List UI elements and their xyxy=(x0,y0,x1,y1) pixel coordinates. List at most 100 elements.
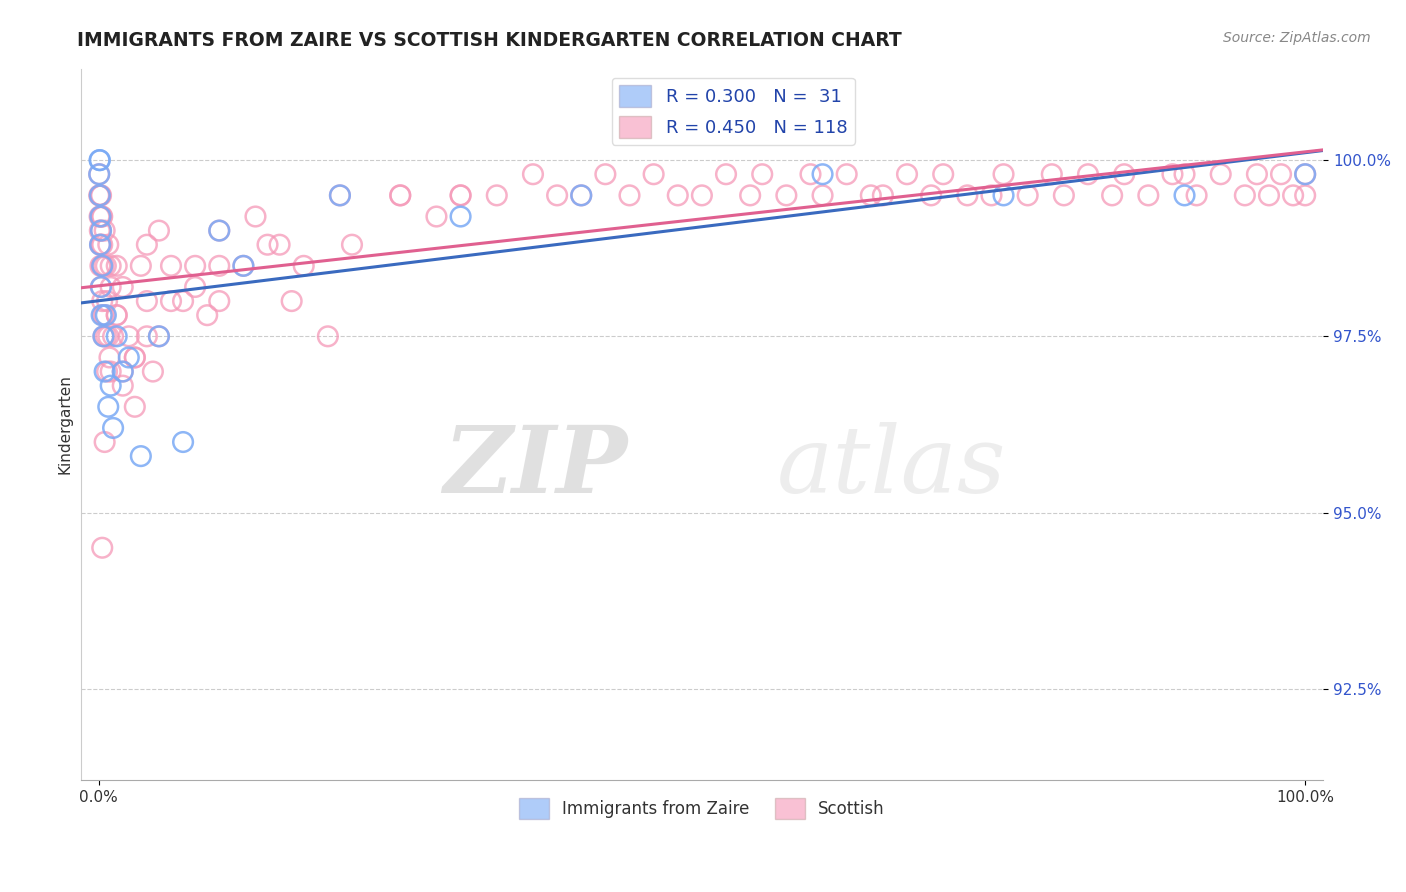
Point xyxy=(329,188,352,202)
Point xyxy=(450,188,472,202)
Point xyxy=(184,280,207,294)
Point xyxy=(389,188,412,202)
Point xyxy=(89,167,111,181)
Point xyxy=(920,188,942,202)
Point xyxy=(91,308,114,322)
Point xyxy=(89,259,111,273)
Point xyxy=(1233,188,1256,202)
Text: Source: ZipAtlas.com: Source: ZipAtlas.com xyxy=(1223,31,1371,45)
Point xyxy=(91,259,114,273)
Point xyxy=(1173,188,1195,202)
Point xyxy=(329,188,352,202)
Point xyxy=(111,365,134,379)
Point xyxy=(208,294,231,309)
Point xyxy=(105,259,128,273)
Point xyxy=(1173,167,1195,181)
Point xyxy=(569,188,592,202)
Point xyxy=(97,237,120,252)
Point xyxy=(93,365,115,379)
Point xyxy=(97,400,120,414)
Point xyxy=(93,308,115,322)
Point xyxy=(90,280,112,294)
Point xyxy=(195,308,218,322)
Point xyxy=(124,400,146,414)
Point xyxy=(546,188,568,202)
Point xyxy=(292,259,315,273)
Point xyxy=(93,329,115,343)
Point xyxy=(90,224,112,238)
Point xyxy=(90,188,112,202)
Point xyxy=(184,259,207,273)
Point xyxy=(1209,167,1232,181)
Point xyxy=(811,167,834,181)
Point xyxy=(93,329,115,343)
Point xyxy=(799,167,821,181)
Point xyxy=(932,167,955,181)
Point xyxy=(89,224,111,238)
Point xyxy=(89,210,111,224)
Point xyxy=(1294,188,1316,202)
Point xyxy=(811,188,834,202)
Point xyxy=(142,365,165,379)
Point xyxy=(1185,188,1208,202)
Point xyxy=(100,378,122,392)
Point xyxy=(751,167,773,181)
Legend: Immigrants from Zaire, Scottish: Immigrants from Zaire, Scottish xyxy=(512,792,891,825)
Point xyxy=(269,237,291,252)
Point xyxy=(1040,167,1063,181)
Point xyxy=(1246,167,1268,181)
Point xyxy=(232,259,254,273)
Point xyxy=(135,294,157,309)
Point xyxy=(450,210,472,224)
Point xyxy=(135,329,157,343)
Point xyxy=(775,188,797,202)
Point xyxy=(450,188,472,202)
Point xyxy=(105,308,128,322)
Point xyxy=(835,167,858,181)
Point xyxy=(160,259,183,273)
Point xyxy=(172,435,194,450)
Point xyxy=(111,378,134,392)
Point xyxy=(94,308,117,322)
Point xyxy=(208,259,231,273)
Point xyxy=(1282,188,1305,202)
Point xyxy=(425,210,447,224)
Point xyxy=(340,237,363,252)
Point xyxy=(91,210,114,224)
Point xyxy=(100,365,122,379)
Point xyxy=(172,294,194,309)
Text: ZIP: ZIP xyxy=(443,422,627,512)
Point xyxy=(280,294,302,309)
Point xyxy=(1137,188,1160,202)
Point xyxy=(666,188,689,202)
Point xyxy=(208,224,231,238)
Point xyxy=(97,329,120,343)
Text: atlas: atlas xyxy=(776,422,1005,512)
Point xyxy=(389,188,412,202)
Point xyxy=(96,365,118,379)
Text: IMMIGRANTS FROM ZAIRE VS SCOTTISH KINDERGARTEN CORRELATION CHART: IMMIGRANTS FROM ZAIRE VS SCOTTISH KINDER… xyxy=(77,31,903,50)
Point xyxy=(90,308,112,322)
Point xyxy=(129,449,152,463)
Point xyxy=(993,188,1015,202)
Point xyxy=(118,329,141,343)
Point xyxy=(90,280,112,294)
Point xyxy=(896,167,918,181)
Point xyxy=(160,294,183,309)
Point xyxy=(522,167,544,181)
Point xyxy=(595,167,617,181)
Point xyxy=(1017,188,1039,202)
Point xyxy=(316,329,339,343)
Point xyxy=(643,167,665,181)
Point xyxy=(118,351,141,365)
Point xyxy=(208,224,231,238)
Point xyxy=(740,188,762,202)
Point xyxy=(129,259,152,273)
Point xyxy=(232,259,254,273)
Point xyxy=(101,421,124,435)
Point xyxy=(1053,188,1076,202)
Point xyxy=(89,188,111,202)
Point xyxy=(105,329,128,343)
Point xyxy=(148,329,170,343)
Point xyxy=(93,435,115,450)
